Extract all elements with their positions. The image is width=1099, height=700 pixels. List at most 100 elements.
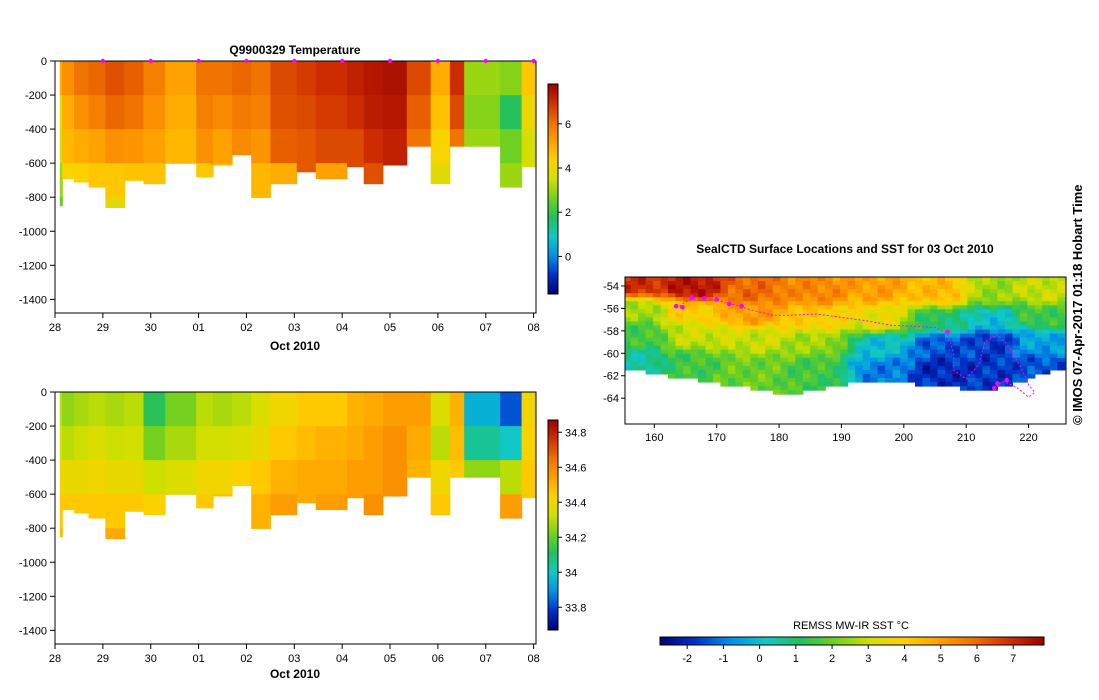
profile-cell	[59, 460, 63, 495]
profile-cell	[315, 426, 348, 461]
sst-cell	[1042, 297, 1051, 302]
sst-cell	[1019, 345, 1028, 351]
sst-cell	[653, 289, 662, 294]
sst-cell	[1064, 297, 1066, 302]
sst-cell	[1012, 301, 1021, 306]
profile-cell	[59, 95, 63, 130]
x-tick-label: 02	[240, 322, 252, 334]
sst-cell	[960, 325, 969, 331]
sst-cell	[742, 285, 751, 290]
sst-cell	[1019, 333, 1028, 339]
sst-cell	[907, 357, 916, 363]
sst-cell	[937, 365, 946, 371]
profile-cell	[165, 426, 197, 461]
sst-cell	[720, 365, 729, 371]
sst-cell	[713, 289, 722, 294]
sst-cell	[1049, 349, 1058, 355]
sst-cell	[817, 309, 826, 314]
sst-cell	[653, 349, 662, 355]
profile-cell	[124, 95, 145, 130]
sst-cell	[765, 289, 774, 294]
sst-cell	[915, 374, 924, 379]
sst-cell	[675, 321, 684, 326]
sst-cell	[750, 289, 759, 294]
sst-cell	[720, 317, 729, 322]
sst-cell	[668, 305, 677, 310]
profile-cell	[521, 426, 536, 461]
sst-cell	[802, 382, 811, 387]
sst-cell	[915, 349, 924, 355]
sst-cell	[862, 337, 871, 343]
map-x-tick-label: 180	[770, 432, 788, 444]
profile-cell	[406, 392, 432, 427]
sst-colorbar-label: REMSS MW-IR SST °C	[793, 620, 909, 632]
sst-cell	[727, 341, 736, 347]
sst-cell	[772, 357, 781, 363]
sst-cell	[757, 281, 766, 286]
sst-cell	[817, 365, 826, 371]
sst-cell	[772, 353, 781, 359]
profile-cell	[212, 95, 233, 130]
profile-cell	[500, 163, 523, 188]
sst-cell	[832, 361, 841, 367]
sst-cell	[735, 333, 744, 339]
sst-cell	[840, 285, 849, 290]
sst-cell	[675, 277, 684, 282]
sst-cell	[683, 361, 692, 367]
sst-cell	[1034, 353, 1043, 359]
sst-cell	[1042, 317, 1051, 322]
sst-cell	[787, 329, 796, 335]
sst-cell	[877, 301, 886, 306]
sst-cell	[705, 301, 714, 306]
sst-cell	[892, 353, 901, 359]
sst-cell	[960, 333, 969, 339]
seal-track	[673, 294, 1036, 398]
sst-cell	[675, 353, 684, 359]
sst-cell	[1012, 317, 1021, 322]
sst-cell	[645, 361, 654, 367]
profile-cell	[363, 61, 384, 96]
sst-cell	[645, 337, 654, 343]
sst-cell	[1049, 345, 1058, 351]
sst-cell	[698, 289, 707, 294]
sst-cell	[877, 353, 886, 359]
sst-cell	[945, 357, 954, 363]
sst-cell	[1004, 305, 1013, 310]
sst-cell	[683, 277, 692, 282]
sst-cell	[1042, 345, 1051, 351]
sst-cell	[772, 345, 781, 351]
sst-cell	[780, 361, 789, 367]
sst-cell	[810, 329, 819, 335]
sst-cell	[974, 281, 983, 286]
sst-cell	[989, 357, 998, 363]
sst-cell	[982, 386, 991, 391]
sst-cell	[735, 309, 744, 314]
sst-cell	[825, 365, 834, 371]
profile-cell	[315, 494, 348, 511]
sst-cell	[825, 293, 834, 298]
sst-cell	[960, 329, 969, 335]
sst-cell	[997, 293, 1006, 298]
sst-cell	[660, 369, 669, 375]
sst-cell	[780, 281, 789, 286]
sst-colorbar-tick-label: 3	[865, 653, 871, 665]
sst-cell	[765, 365, 774, 371]
sst-cell	[1057, 313, 1066, 318]
sst-cell	[907, 378, 916, 383]
map-x-tick-label: 170	[708, 432, 726, 444]
sst-cell	[668, 277, 677, 282]
sst-cell	[982, 337, 991, 343]
sst-cell	[922, 357, 931, 363]
sst-cell	[765, 317, 774, 322]
sst-cell	[825, 353, 834, 359]
sst-cell	[1049, 293, 1058, 298]
sst-cell	[713, 305, 722, 310]
sst-cell	[982, 333, 991, 339]
sst-cell	[862, 333, 871, 339]
sst-cell	[735, 341, 744, 347]
profile-cell	[124, 61, 145, 96]
sst-cell	[653, 337, 662, 343]
profile-cell	[270, 95, 298, 130]
sst-cell	[683, 285, 692, 290]
sst-cell	[765, 301, 774, 306]
